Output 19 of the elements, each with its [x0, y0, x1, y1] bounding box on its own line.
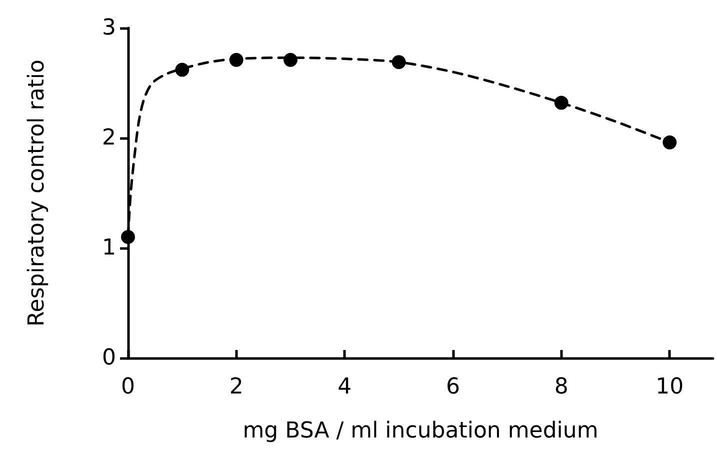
y-axis-title: Respiratory control ratio	[24, 59, 50, 327]
y-tick-label: 2	[102, 126, 116, 150]
point	[229, 52, 244, 67]
point	[175, 62, 190, 77]
x-axis-title: mg BSA / ml incubation medium	[242, 418, 598, 444]
point	[284, 52, 298, 67]
y-tick-label: 0	[102, 346, 116, 370]
x-tick-label: 4	[338, 374, 352, 400]
point	[121, 230, 135, 244]
x-tick-label: 6	[446, 374, 460, 400]
y-tick-label: 3	[102, 16, 116, 40]
point	[662, 135, 677, 150]
point	[554, 96, 568, 110]
x-tick-label: 10	[656, 374, 684, 400]
point	[392, 55, 406, 70]
x-tick-label: 8	[554, 374, 568, 400]
x-tick-label: 0	[121, 374, 135, 400]
x-tick-label: 2	[229, 374, 244, 400]
y-tick-label: 1	[102, 236, 116, 260]
